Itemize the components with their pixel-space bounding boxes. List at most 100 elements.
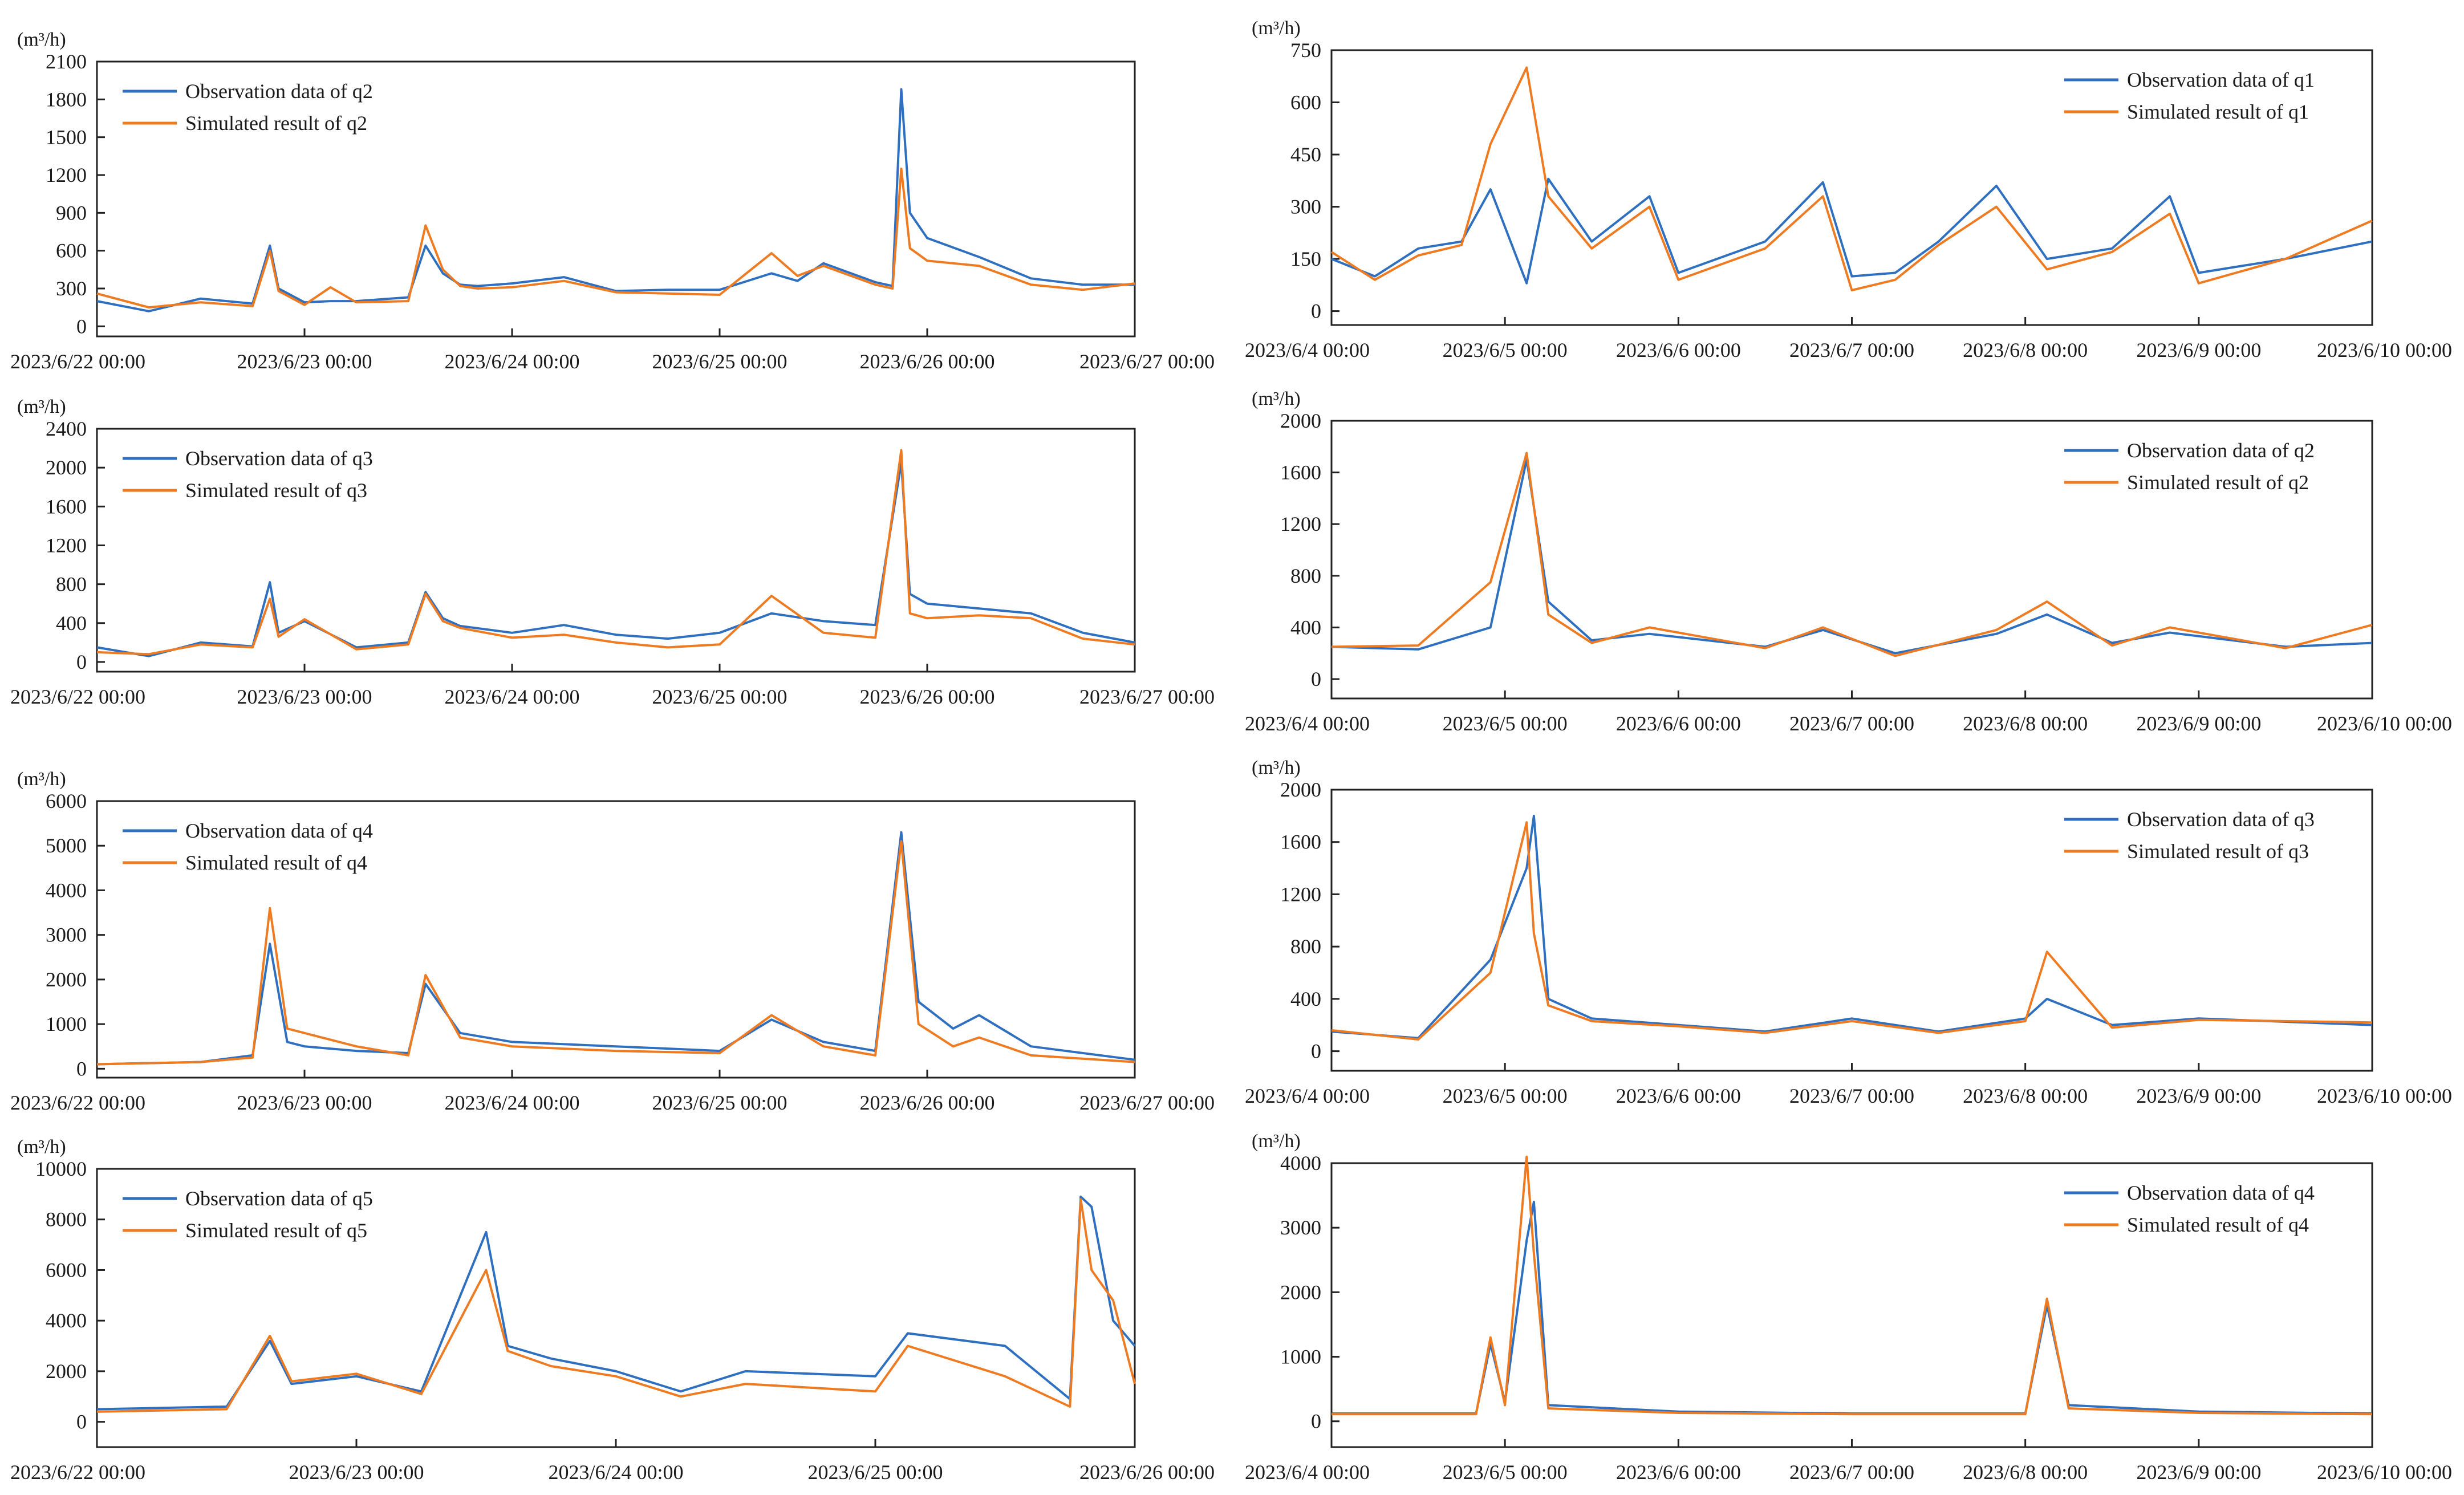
series-line-observation	[1331, 177, 2373, 285]
x-tick-label: 2023/6/7 00:00	[1789, 1084, 1914, 1107]
x-tick-label: 2023/6/24 00:00	[444, 685, 579, 708]
unit-label: (m³/h)	[17, 29, 66, 50]
x-tick-label: 2023/6/27 00:00	[1079, 1091, 1215, 1114]
y-tick-label: 0	[1311, 1040, 1321, 1063]
x-tick-label: 2023/6/6 00:00	[1616, 712, 1741, 735]
y-tick-label: 2100	[46, 50, 87, 73]
y-tick-label: 1200	[1280, 513, 1321, 535]
x-tick-label: 2023/6/4 00:00	[1245, 339, 1370, 361]
y-tick-label: 1200	[46, 164, 87, 186]
x-tick-label: 2023/6/6 00:00	[1616, 1461, 1741, 1484]
x-tick-label: 2023/6/10 00:00	[2317, 712, 2452, 735]
series-line-simulated	[1332, 1155, 2373, 1416]
x-tick-label: 2023/6/9 00:00	[2136, 339, 2261, 361]
x-tick-label: 2023/6/5 00:00	[1443, 1461, 1568, 1484]
y-tick-label: 3000	[46, 924, 87, 946]
y-tick-label: 4000	[1280, 1152, 1321, 1175]
x-tick-label: 2023/6/5 00:00	[1443, 712, 1568, 735]
x-tick-label: 2023/6/23 00:00	[237, 1091, 372, 1114]
y-tick-label: 450	[1290, 143, 1321, 166]
unit-label: (m³/h)	[17, 396, 66, 417]
y-tick-label: 300	[1290, 196, 1321, 218]
unit-label: (m³/h)	[17, 1136, 66, 1157]
y-tick-label: 900	[56, 201, 87, 224]
y-tick-label: 400	[1290, 988, 1321, 1010]
x-tick-label: 2023/6/27 00:00	[1079, 685, 1215, 708]
x-tick-label: 2023/6/6 00:00	[1616, 1084, 1741, 1107]
legend-label: Observation data of q5	[185, 1187, 373, 1210]
x-tick-label: 2023/6/5 00:00	[1443, 1084, 1568, 1107]
y-tick-label: 2000	[46, 456, 87, 479]
y-tick-label: 10000	[35, 1157, 87, 1180]
y-tick-label: 0	[76, 1411, 87, 1433]
y-tick-label: 4000	[46, 879, 87, 901]
x-tick-label: 2023/6/4 00:00	[1245, 1084, 1370, 1107]
series-line-simulated	[96, 1198, 1136, 1413]
plot-frame	[1330, 420, 2373, 700]
y-tick-label: 750	[1290, 39, 1321, 62]
x-tick-label: 2023/6/10 00:00	[2317, 339, 2452, 361]
chart-R3: (m³/h) 0 400 800 1200 1600 2000 2023/6/4 00:00 2…	[1245, 757, 2452, 1107]
y-tick-label: 1600	[1280, 461, 1321, 484]
y-tick-label: 150	[1290, 247, 1321, 270]
y-tick-label: 2000	[1280, 1281, 1321, 1303]
legend-label: Simulated result of q3	[2127, 840, 2309, 863]
chart-L3: (m³/h) 0 1000 2000 3000 4000 5000 6000 2023/6/22…	[10, 769, 1215, 1114]
y-tick-label: 8000	[46, 1208, 87, 1231]
legend-label: Observation data of q2	[185, 80, 373, 103]
series-line-simulated	[1331, 821, 2373, 1041]
x-tick-label: 2023/6/8 00:00	[1963, 712, 2088, 735]
x-tick-label: 2023/6/10 00:00	[2317, 1461, 2452, 1484]
legend-label: Simulated result of q2	[2127, 471, 2309, 494]
unit-label: (m³/h)	[1252, 388, 1301, 409]
plot-frame	[96, 60, 1136, 338]
plot-frame	[96, 428, 1136, 673]
y-tick-label: 600	[1290, 91, 1321, 114]
unit-label: (m³/h)	[17, 769, 66, 790]
x-tick-label: 2023/6/24 00:00	[548, 1461, 683, 1484]
x-tick-label: 2023/6/22 00:00	[10, 350, 145, 373]
x-tick-label: 2023/6/7 00:00	[1789, 712, 1914, 735]
y-tick-label: 2000	[1280, 409, 1321, 432]
legend-label: Simulated result of q2	[185, 112, 367, 135]
y-tick-label: 300	[56, 277, 87, 300]
x-tick-label: 2023/6/26 00:00	[859, 1091, 994, 1114]
legend-label: Observation data of q1	[2127, 68, 2315, 91]
y-tick-label: 6000	[46, 1258, 87, 1281]
x-tick-label: 2023/6/23 00:00	[237, 685, 372, 708]
plot-frame	[96, 800, 1136, 1079]
chart-L4: (m³/h) 0 2000 4000 6000 8000 10000 2023/6/22 00…	[10, 1136, 1215, 1484]
x-tick-label: 2023/6/6 00:00	[1616, 339, 1741, 361]
unit-label: (m³/h)	[1252, 18, 1301, 39]
x-tick-label: 2023/6/24 00:00	[444, 1091, 579, 1114]
x-tick-label: 2023/6/5 00:00	[1443, 339, 1568, 361]
x-tick-label: 2023/6/8 00:00	[1963, 1084, 2088, 1107]
x-tick-label: 2023/6/8 00:00	[1963, 339, 2088, 361]
legend-label: Simulated result of q4	[2127, 1213, 2309, 1236]
series-line-simulated	[96, 449, 1135, 656]
chart-R1: (m³/h) 0 150 300 450 600 750 2023/6/4 00:00 2023…	[1245, 18, 2452, 361]
x-tick-label: 2023/6/26 00:00	[859, 350, 994, 373]
y-tick-label: 1200	[46, 534, 87, 556]
y-tick-label: 1600	[46, 495, 87, 518]
plot-frame	[1330, 789, 2373, 1072]
y-tick-label: 400	[56, 612, 87, 635]
x-tick-label: 2023/6/4 00:00	[1245, 1461, 1370, 1484]
y-tick-label: 0	[1311, 668, 1321, 690]
y-tick-label: 5000	[46, 834, 87, 857]
y-tick-label: 2000	[46, 968, 87, 991]
x-tick-label: 2023/6/22 00:00	[10, 685, 145, 708]
y-tick-label: 0	[1311, 1410, 1321, 1433]
series-line-observation	[1331, 814, 2373, 1039]
x-tick-label: 2023/6/25 00:00	[652, 350, 787, 373]
y-tick-label: 600	[56, 239, 87, 262]
y-tick-label: 6000	[46, 790, 87, 812]
x-tick-label: 2023/6/4 00:00	[1245, 712, 1370, 735]
chart-L1: (m³/h) 0 300 600 900 1200 1500 1800 2100 2023/6/2…	[10, 29, 1215, 373]
x-tick-label: 2023/6/10 00:00	[2317, 1084, 2452, 1107]
x-tick-label: 2023/6/7 00:00	[1789, 1461, 1914, 1484]
legend-label: Observation data of q2	[2127, 439, 2315, 462]
y-tick-label: 800	[56, 573, 87, 596]
y-tick-label: 1000	[46, 1013, 87, 1035]
